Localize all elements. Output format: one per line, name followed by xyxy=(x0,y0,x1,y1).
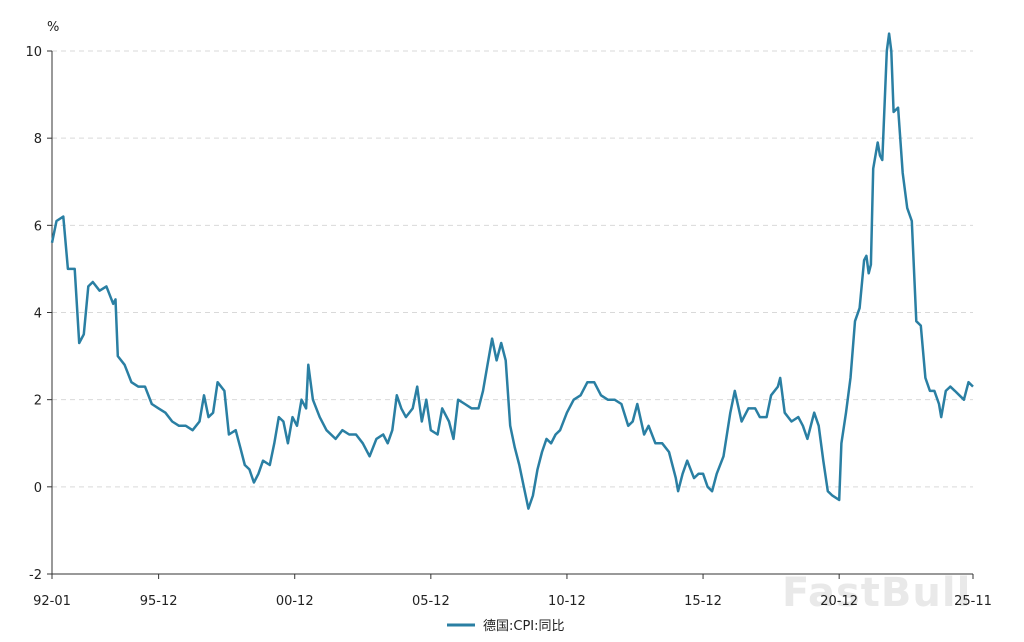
y-tick-label: 8 xyxy=(34,132,42,147)
x-tick-label: 92-01 xyxy=(33,594,71,609)
y-tick-label: 10 xyxy=(25,45,42,60)
x-tick-label: 15-12 xyxy=(684,594,722,609)
watermark: FastBull xyxy=(782,570,971,616)
legend[interactable]: 德国:CPI:同比 xyxy=(447,619,565,634)
y-tick-label: 6 xyxy=(34,219,42,234)
x-tick-label: 00-12 xyxy=(276,594,314,609)
x-tick-label: 05-12 xyxy=(412,594,450,609)
x-tick-label: 95-12 xyxy=(140,594,178,609)
y-unit-label: % xyxy=(47,20,59,35)
y-tick-label: 2 xyxy=(34,394,42,409)
watermark-text: FastBull xyxy=(782,570,971,616)
x-tick-labels: 92-01 95-12 00-12 05-12 10-12 15-12 20-12 25-11 xyxy=(33,574,992,609)
x-tick-label: 10-12 xyxy=(548,594,586,609)
series-line[interactable] xyxy=(50,32,974,510)
series-lines xyxy=(50,32,974,510)
axes xyxy=(51,51,973,575)
y-tick-labels: -2 0 2 4 6 8 10 xyxy=(25,45,42,583)
y-tick-label: -2 xyxy=(29,568,42,583)
legend-item[interactable]: 德国:CPI:同比 xyxy=(447,619,565,634)
x-tick-label: 20-12 xyxy=(820,594,858,609)
y-tick-label: 0 xyxy=(34,481,42,496)
y-tick-label: 4 xyxy=(34,307,42,322)
x-tick-label: 25-11 xyxy=(954,594,992,609)
legend-label: 德国:CPI:同比 xyxy=(483,619,565,634)
